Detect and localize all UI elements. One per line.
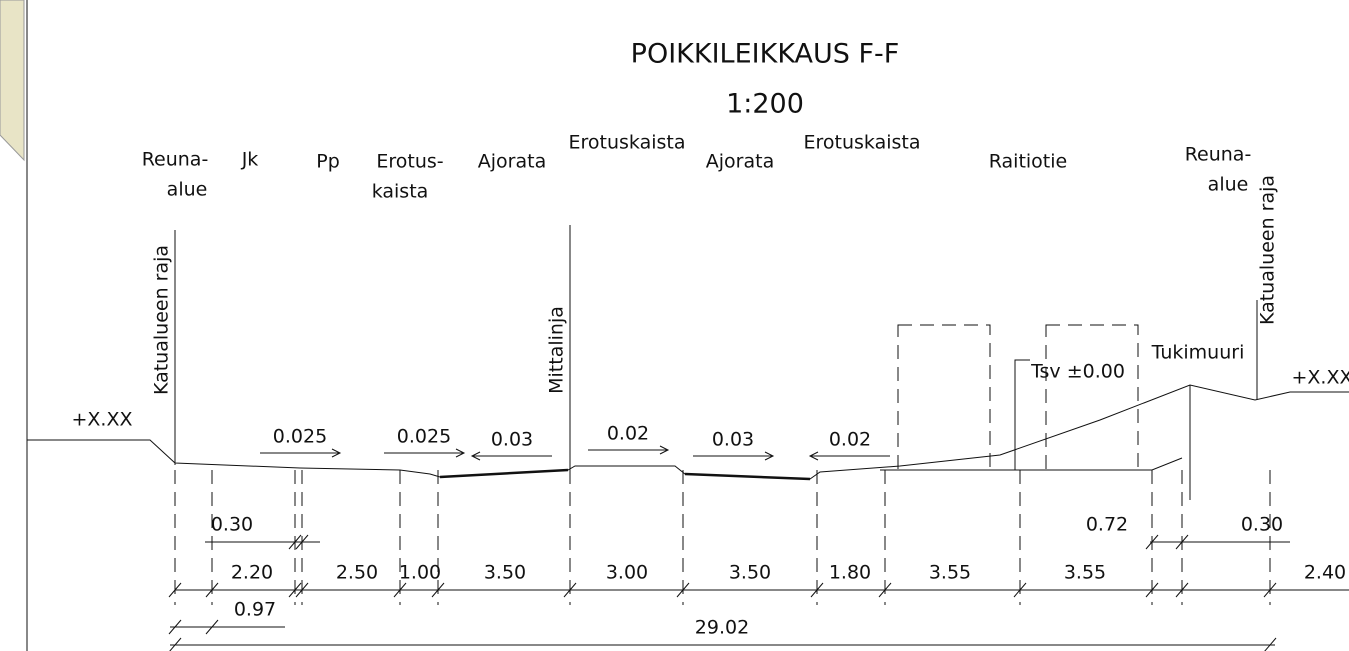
dimension: 2.50	[336, 562, 378, 584]
structure-label: Tukimuuri	[1151, 342, 1245, 364]
dimension: 3.55	[1064, 562, 1106, 584]
road-surface	[684, 472, 811, 481]
dimension: 0.30	[211, 514, 253, 536]
slope-label: 0.025	[397, 426, 451, 448]
slope-label: 0.03	[491, 429, 533, 451]
slope-label: 0.02	[829, 429, 871, 451]
vertical-label: Mittalinja	[546, 306, 568, 394]
level-label: +X.XX	[1291, 367, 1349, 389]
dimension: 29.02	[695, 617, 749, 639]
dimension: 3.00	[606, 562, 648, 584]
dimension: 1.00	[399, 562, 441, 584]
zone-label: Reuna-	[1185, 144, 1252, 166]
level-label: Tsv ±0.00	[1030, 361, 1125, 383]
zone-label: Erotus-	[376, 151, 443, 173]
track-base	[880, 457, 1183, 471]
arrow-head	[764, 451, 775, 461]
dimension: 3.50	[484, 562, 526, 584]
vertical-label: Katualueen raja	[151, 245, 173, 395]
tram-gauge	[1045, 324, 1139, 471]
road-surface	[439, 468, 569, 479]
arrow-head	[455, 448, 466, 458]
dimension: 0.97	[234, 599, 276, 621]
arrow-head	[659, 445, 670, 455]
level-label: +X.XX	[71, 409, 132, 431]
title: POIKKILEIKKAUS F-F	[631, 39, 900, 70]
zone-label: kaista	[372, 181, 429, 203]
slope-label: 0.025	[273, 426, 327, 448]
zone-label: alue	[167, 179, 208, 201]
tsv-line	[1014, 359, 1030, 470]
zone-label: Erotuskaista	[569, 132, 686, 154]
zone-label: alue	[1208, 174, 1249, 196]
scale: 1:200	[726, 89, 804, 120]
dimension: 2.20	[231, 562, 273, 584]
slope-label: 0.02	[607, 423, 649, 445]
arrow-head	[808, 451, 819, 461]
dimension: 0.30	[1241, 514, 1283, 536]
ground-profile	[27, 384, 1349, 480]
slope-label: 0.03	[712, 429, 754, 451]
dimension: 1.80	[829, 562, 871, 584]
dimension: 2.40	[1304, 562, 1346, 584]
zone-label: Reuna-	[142, 149, 209, 171]
zone-label: Jk	[241, 149, 259, 171]
zone-label: Pp	[316, 151, 340, 173]
dimension: 3.55	[929, 562, 971, 584]
vertical-label: Katualueen raja	[1257, 175, 1279, 325]
arrow-head	[331, 448, 342, 458]
zone-label: Ajorata	[706, 151, 774, 173]
side-panel	[0, 0, 25, 162]
dimension: 0.72	[1086, 514, 1128, 536]
zone-label: Erotuskaista	[804, 132, 921, 154]
dimension: 3.50	[729, 562, 771, 584]
zone-label: Raitiotie	[989, 151, 1067, 173]
arrow-head	[470, 451, 481, 461]
tram-gauge	[897, 324, 991, 471]
zone-label: Ajorata	[478, 151, 546, 173]
